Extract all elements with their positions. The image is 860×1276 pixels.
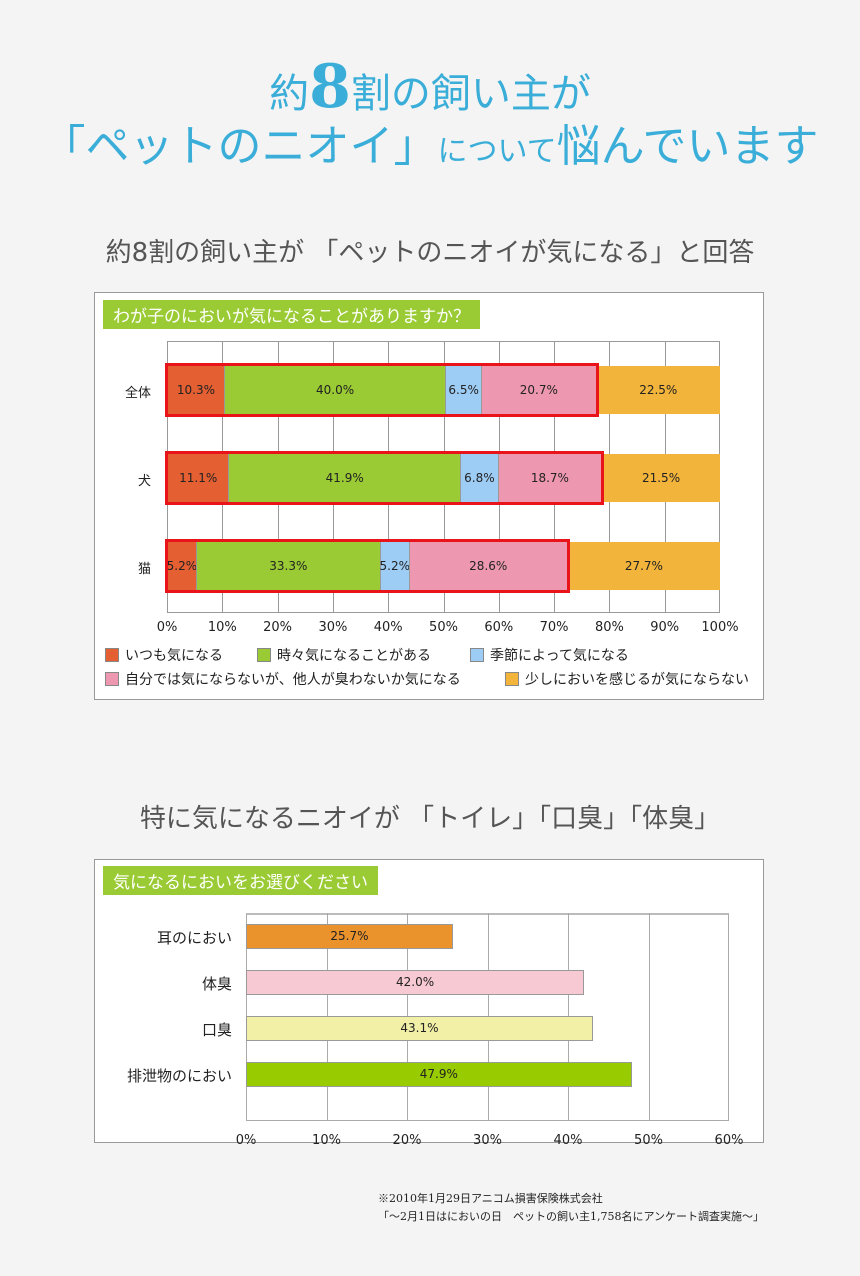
legend-swatch xyxy=(105,672,119,686)
legend-swatch xyxy=(105,648,119,662)
highlight-outline xyxy=(165,451,605,505)
x-tick-label: 10% xyxy=(207,620,237,635)
headline-text: について xyxy=(437,134,557,169)
chart2-question: 気になるにおいをお選びください xyxy=(103,866,378,895)
legend-label: 自分では気にならないが、他人が臭わないか気になる xyxy=(125,672,461,688)
bar-segment: 28.6% xyxy=(408,542,567,590)
bar-segment: 21.5% xyxy=(601,454,720,502)
x-tick-label: 30% xyxy=(318,620,348,635)
bar-segment: 10.3% xyxy=(167,366,224,414)
legend-swatch xyxy=(505,672,519,686)
footnote-source: ※2010年1月29日アニコム損害保険株式会社 xyxy=(378,1192,603,1205)
x-tick-label: 20% xyxy=(263,620,293,635)
bar-segment: 27.7% xyxy=(566,542,720,590)
bar-segment: 5.2% xyxy=(380,542,410,590)
bar-segment: 6.5% xyxy=(445,366,482,414)
headline-text: 「ペットのニオイ」 xyxy=(41,121,438,172)
x-tick-label: 50% xyxy=(429,620,458,635)
legend-label: 時々気になることがある xyxy=(277,648,431,664)
legend-swatch xyxy=(257,648,271,662)
headline-line1: 約8割の飼い主が xyxy=(0,52,860,122)
chart1-question: わが子のにおいが気になることがありますか？ xyxy=(103,300,480,329)
x-tick-label: 80% xyxy=(594,620,624,635)
x-tick-label: 40% xyxy=(373,620,403,635)
legend-label: いつも気になる xyxy=(125,648,223,664)
x-tick-label: 10% xyxy=(312,1133,341,1148)
chart2: 0% 10% 20% 30% 40% 50% 60% 耳のにおい 25.7% 体臭 42.0% 口臭 4… xyxy=(95,860,765,1148)
x-tick-label: 0% xyxy=(156,620,178,635)
bar: 43.1% xyxy=(246,1015,593,1041)
row-label: 耳のにおい xyxy=(156,929,232,947)
highlight-outline xyxy=(165,539,570,593)
x-tick-label: 40% xyxy=(553,1133,583,1148)
legend-item: 時々気になることがある xyxy=(257,645,431,665)
row-label: 排泄物のにおい xyxy=(126,1067,232,1085)
section2-subtitle: 特に気になるニオイが 「トイレ」「口臭」「体臭」 xyxy=(139,804,721,834)
bar-segment: 41.9% xyxy=(228,454,461,502)
row-label: 体臭 xyxy=(201,975,232,993)
footnote-survey: 「～2月1日はにおいの日 ペットの飼い主1,758名にアンケート調査実施～」 xyxy=(378,1210,765,1223)
bar-segment: 18.7% xyxy=(497,454,602,502)
x-tick-label: 60% xyxy=(714,1133,744,1148)
x-tick-label: 70% xyxy=(539,620,569,635)
x-tick-label: 30% xyxy=(473,1133,502,1148)
headline-text: 約 xyxy=(269,71,310,117)
headline-text: 悩んでいます xyxy=(556,121,819,172)
legend-item: 少しにおいを感じるが気にならない xyxy=(505,669,749,689)
bar-segment: 20.7% xyxy=(481,366,596,414)
bar: 47.9% xyxy=(246,1061,632,1087)
x-tick-label: 0% xyxy=(235,1133,257,1148)
bar: 42.0% xyxy=(246,969,585,995)
bar-segment: 6.8% xyxy=(460,454,498,502)
row-label: 犬 xyxy=(137,474,151,489)
highlight-outline xyxy=(165,363,599,417)
x-tick-label: 20% xyxy=(392,1133,422,1148)
headline-line2: 「ペットのニオイ」について悩んでいます xyxy=(0,110,860,174)
legend-item: 自分では気にならないが、他人が臭わないか気になる xyxy=(105,669,461,689)
headline-number: 8 xyxy=(309,52,351,122)
row-label: 全体 xyxy=(124,386,151,401)
headline-text: 割の飼い主が xyxy=(350,71,591,117)
legend-label: 季節によって気になる xyxy=(490,648,629,664)
bar-segment: 40.0% xyxy=(223,366,446,414)
x-tick-label: 100% xyxy=(701,620,739,635)
row-label: 猫 xyxy=(137,562,151,577)
gridline xyxy=(648,913,650,1121)
chart1: 0% 10% 20% 30% 40% 50% 60% 70% 80% 90% 100% 全体 10.3%… xyxy=(95,293,765,701)
x-tick-label: 50% xyxy=(634,1133,663,1148)
chart1-box: わが子のにおいが気になることがありますか？ 0% 10% 20% 30% 40% 50% 6… xyxy=(94,292,764,700)
section1-subtitle: 約8割の飼い主が 「ペットのニオイが気になる」と回答 xyxy=(105,238,755,268)
row-label: 口臭 xyxy=(201,1021,232,1039)
bar: 25.7% xyxy=(246,923,453,949)
legend-item: 季節によって気になる xyxy=(470,645,629,665)
x-tick-label: 60% xyxy=(484,620,514,635)
x-tick-label: 90% xyxy=(650,620,680,635)
bar-segment: 33.3% xyxy=(195,542,380,590)
legend-swatch xyxy=(470,648,484,662)
bar-segment: 22.5% xyxy=(595,366,720,414)
chart2-box: 気になるにおいをお選びください 0% 10% 20% 30% 40% 50% 60% 耳のにお… xyxy=(94,859,765,1148)
legend-label: 少しにおいを感じるが気にならない xyxy=(525,672,749,688)
legend-item: いつも気になる xyxy=(105,645,223,665)
